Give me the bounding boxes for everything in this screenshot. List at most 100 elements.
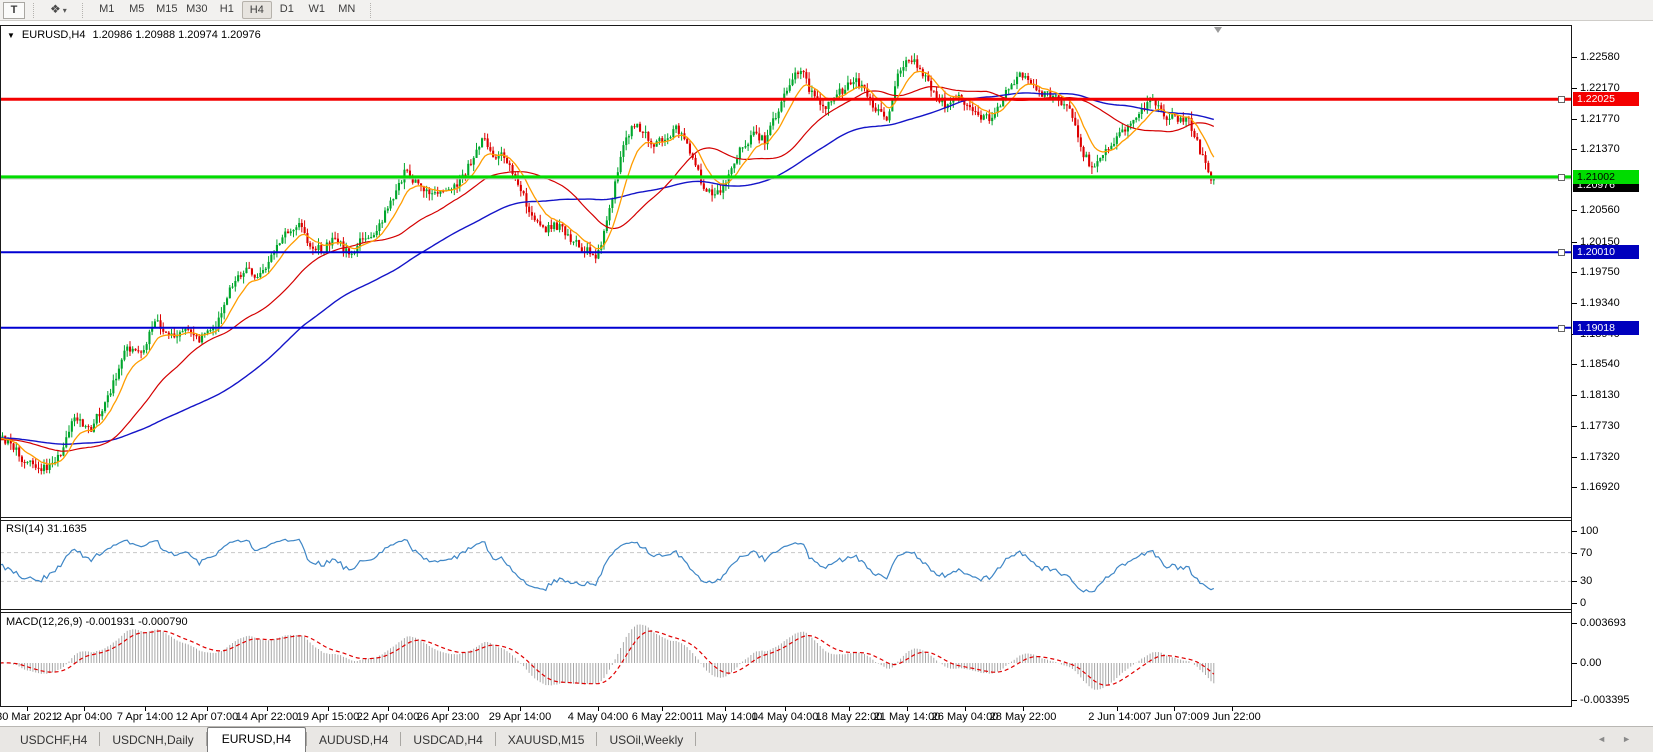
chart-shift-marker[interactable] bbox=[1214, 27, 1222, 33]
level-line-handle[interactable] bbox=[1558, 96, 1565, 104]
time-tick-label: 14 May 04:00 bbox=[751, 711, 819, 723]
price-tick-label: 1.21770 bbox=[1580, 112, 1620, 125]
tab-separator bbox=[205, 732, 207, 746]
price-tick-label: 1.22170 bbox=[1580, 82, 1620, 95]
rsi-tick-label: 70 bbox=[1580, 546, 1593, 559]
axis-tick bbox=[1572, 581, 1577, 583]
chart-style-dropdown-button[interactable]: ❖ ▾ bbox=[43, 2, 74, 19]
axis-tick bbox=[1572, 210, 1577, 212]
macd-tick-label: 0.003693 bbox=[1580, 616, 1626, 629]
time-tick bbox=[849, 707, 850, 711]
chart-tab-xauusd[interactable]: XAUUSD,M15 bbox=[507, 733, 585, 747]
panel-border bbox=[0, 517, 1572, 518]
timeframe-button-m30[interactable]: M30 bbox=[182, 1, 212, 18]
time-tick-label: 7 Apr 14:00 bbox=[116, 711, 174, 723]
macd-tick-label: 0.00 bbox=[1580, 657, 1602, 669]
timeframe-button-h4[interactable]: H4 bbox=[241, 1, 272, 19]
time-tick-label: 11 May 14:00 bbox=[692, 711, 758, 723]
axis-tick bbox=[1572, 241, 1577, 243]
chart-tab-audusd[interactable]: AUDUSD,H4 bbox=[319, 733, 389, 747]
timeframe-button-w1[interactable]: W1 bbox=[302, 1, 332, 18]
time-tick-label: 2 Jun 14:00 bbox=[1088, 711, 1146, 723]
panel-border bbox=[0, 25, 1, 707]
panel-border bbox=[0, 25, 1653, 26]
tab-separator bbox=[695, 732, 697, 746]
rsi-indicator-canvas[interactable] bbox=[0, 520, 1571, 611]
scroll-right-arrow[interactable]: ► bbox=[1622, 734, 1631, 744]
collapse-chart-icon[interactable]: ▼ bbox=[7, 30, 15, 40]
price-axis[interactable]: 1.22580 1.22170 1.21770 1.21370 1.20560 1.201… bbox=[1572, 25, 1653, 707]
timeframe-button-d1[interactable]: D1 bbox=[272, 1, 302, 18]
timeframe-button-mn[interactable]: MN bbox=[332, 1, 362, 18]
axis-tick bbox=[1572, 663, 1577, 664]
toolbar-separator bbox=[33, 2, 35, 18]
axis-tick bbox=[1572, 56, 1577, 58]
price-tick-label: 1.19340 bbox=[1580, 297, 1620, 310]
price-tick-label: 1.20150 bbox=[1580, 235, 1620, 248]
chart-tab-usdcnh[interactable]: USDCNH,Daily bbox=[112, 733, 194, 747]
axis-divider bbox=[1571, 25, 1572, 707]
axis-tick bbox=[1572, 531, 1577, 532]
timeframe-button-m1[interactable]: M1 bbox=[92, 1, 122, 18]
time-tick-label: 19 Apr 15:00 bbox=[296, 711, 360, 723]
panel-border bbox=[0, 706, 1572, 707]
axis-tick bbox=[1572, 487, 1577, 489]
time-tick-label: 21 May 14:00 bbox=[873, 711, 941, 723]
price-level-badge[interactable]: 1.22025 bbox=[1573, 92, 1639, 107]
chart-tab-usdchf[interactable]: USDCHF,H4 bbox=[20, 733, 88, 747]
time-tick-label: 14 Apr 22:00 bbox=[235, 711, 299, 723]
time-tick-label: 26 Apr 23:00 bbox=[416, 711, 480, 723]
rsi-tick-label: 100 bbox=[1580, 525, 1599, 537]
price-tick-label: 1.19750 bbox=[1580, 266, 1620, 279]
level-line-handle[interactable] bbox=[1558, 249, 1565, 257]
price-tick-label: 1.17320 bbox=[1580, 450, 1620, 463]
chart-tabs: USDCHF,H4 USDCNH,Daily EURUSD,H4 AUDUSD,H4 U… bbox=[8, 727, 697, 752]
time-tick bbox=[1023, 707, 1024, 711]
panel-border bbox=[0, 609, 1572, 610]
diamonds-icon: ❖ bbox=[50, 2, 61, 16]
scroll-left-arrow[interactable]: ◄ bbox=[1597, 734, 1607, 744]
time-tick bbox=[725, 707, 726, 711]
tab-separator bbox=[400, 732, 402, 746]
time-tick bbox=[27, 707, 28, 711]
chart-tabbar: USDCHF,H4 USDCNH,Daily EURUSD,H4 AUDUSD,H4 U… bbox=[0, 726, 1653, 752]
price-tick-label: 1.21370 bbox=[1580, 142, 1620, 155]
axis-tick bbox=[1572, 603, 1577, 604]
level-line-handle[interactable] bbox=[1558, 173, 1565, 181]
time-tick-label: 30 Mar 2021 bbox=[0, 711, 58, 723]
time-tick-label: 26 May 04:00 bbox=[931, 711, 999, 723]
chart-tab-usoil[interactable]: USOil,Weekly bbox=[609, 733, 684, 747]
timeframe-button-m15[interactable]: M15 bbox=[152, 1, 182, 18]
time-tick bbox=[598, 707, 599, 711]
axis-tick bbox=[1572, 552, 1577, 554]
price-level-badge[interactable]: 1.20010 bbox=[1573, 245, 1639, 260]
price-tick-label: 1.18540 bbox=[1580, 357, 1620, 370]
timeframe-button-h1[interactable]: H1 bbox=[212, 1, 242, 18]
rsi-tick-label: 30 bbox=[1580, 575, 1593, 588]
macd-tick-label: -0.003395 bbox=[1580, 693, 1630, 706]
time-tick bbox=[662, 707, 663, 711]
time-tick-label: 6 May 22:00 bbox=[631, 711, 693, 723]
time-tick-label: 29 Apr 14:00 bbox=[488, 711, 552, 723]
price-level-badge[interactable]: 1.21002 bbox=[1573, 169, 1639, 184]
price-chart-canvas[interactable] bbox=[0, 25, 1571, 518]
tab-separator bbox=[306, 732, 308, 746]
timeframe-button-m5[interactable]: M5 bbox=[122, 1, 152, 18]
panel-border bbox=[0, 520, 1572, 521]
chart-tab-eurusd[interactable]: EURUSD,H4 bbox=[206, 727, 307, 752]
tab-separator bbox=[596, 732, 598, 746]
t-tool-button[interactable]: T bbox=[3, 1, 25, 19]
time-tick-label: 4 May 04:00 bbox=[567, 711, 629, 723]
level-line-handle[interactable] bbox=[1558, 324, 1565, 332]
rsi-tick-label: 0 bbox=[1580, 597, 1587, 609]
time-tick-label: 7 Jun 07:00 bbox=[1145, 711, 1203, 723]
time-tick-label: 18 May 22:00 bbox=[815, 711, 883, 723]
macd-indicator-canvas[interactable] bbox=[0, 613, 1571, 707]
price-level-badge[interactable]: 1.19018 bbox=[1573, 320, 1639, 335]
time-axis[interactable]: 30 Mar 2021 2 Apr 04:00 7 Apr 14:00 12 Apr … bbox=[0, 707, 1571, 726]
time-tick bbox=[207, 707, 208, 711]
time-tick bbox=[1232, 707, 1233, 711]
chart-tab-usdcad[interactable]: USDCAD,H4 bbox=[413, 733, 483, 747]
rsi-label: RSI(14) 31.1635 bbox=[6, 523, 87, 535]
panel-border bbox=[0, 612, 1572, 613]
